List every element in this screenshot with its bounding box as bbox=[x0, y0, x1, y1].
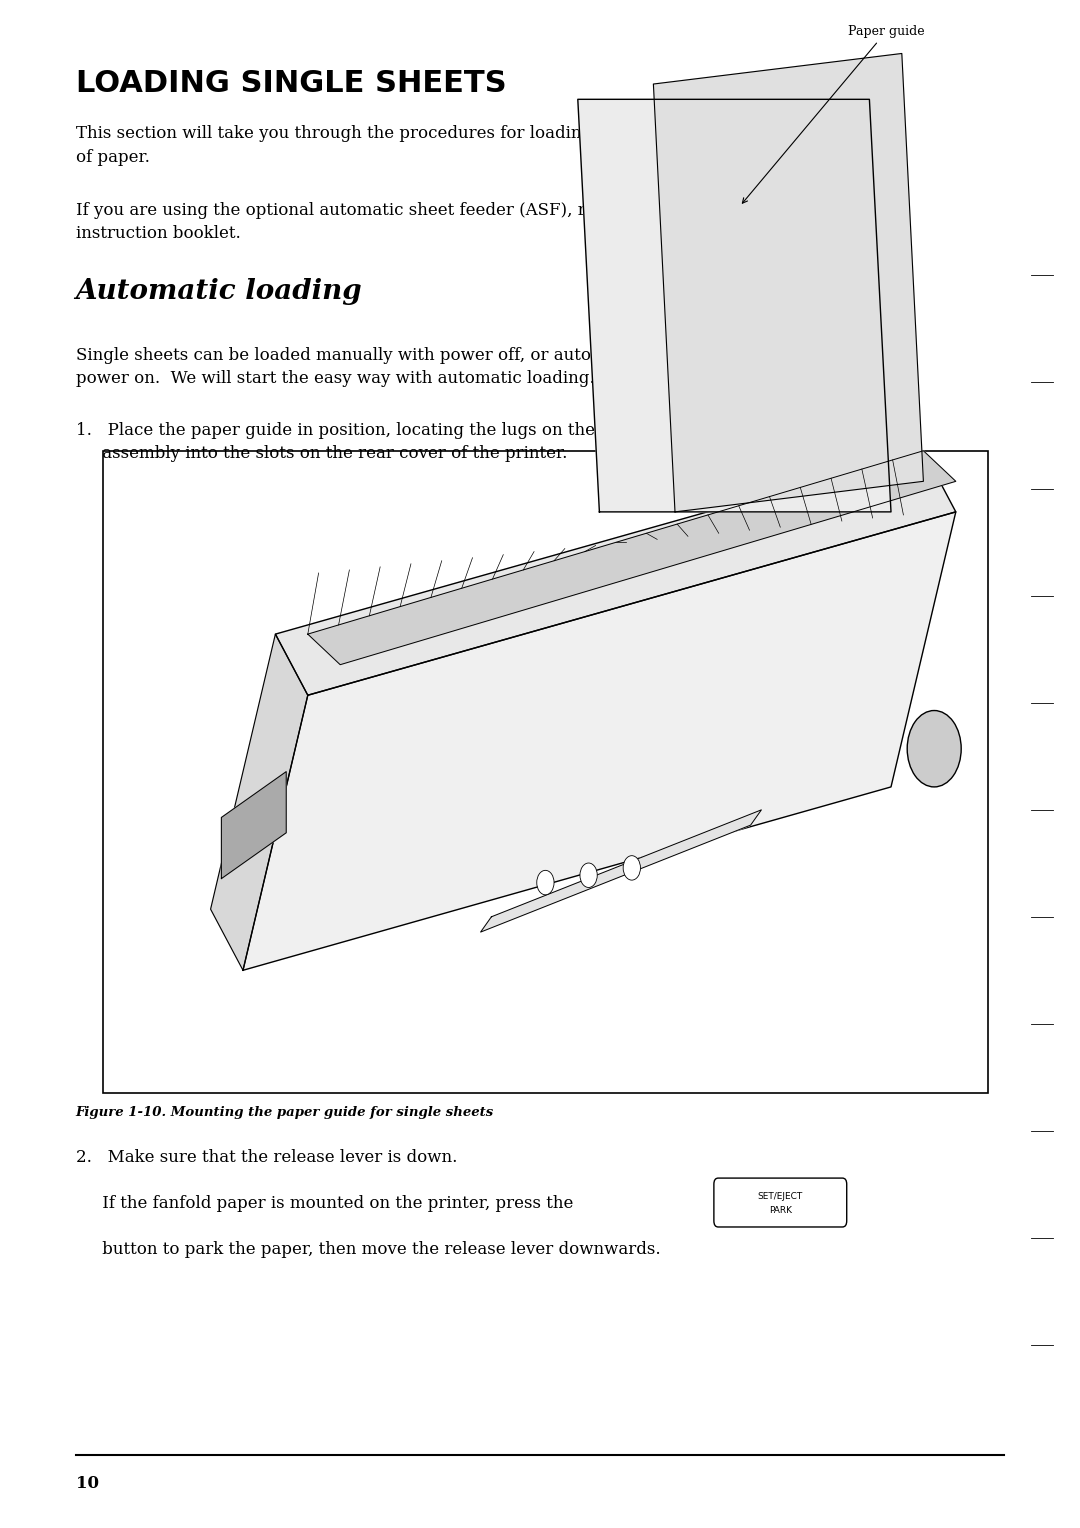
Text: Paper guide: Paper guide bbox=[742, 24, 924, 203]
Polygon shape bbox=[275, 451, 956, 695]
Bar bbox=[103, 451, 988, 1093]
FancyBboxPatch shape bbox=[714, 1178, 847, 1227]
Polygon shape bbox=[481, 810, 761, 932]
Polygon shape bbox=[308, 451, 956, 665]
Text: Automatic loading: Automatic loading bbox=[76, 278, 362, 306]
Text: PARK: PARK bbox=[769, 1206, 792, 1215]
Circle shape bbox=[623, 856, 640, 880]
Polygon shape bbox=[221, 772, 286, 879]
Text: button to park the paper, then move the release lever downwards.: button to park the paper, then move the … bbox=[76, 1241, 660, 1258]
Text: 10: 10 bbox=[76, 1475, 98, 1491]
Text: This section will take you through the procedures for loading single sheets
of p: This section will take you through the p… bbox=[76, 125, 706, 167]
Text: 1.   Place the paper guide in position, locating the lugs on the bottom of the
 : 1. Place the paper guide in position, lo… bbox=[76, 422, 714, 463]
Polygon shape bbox=[653, 53, 923, 512]
Text: Figure 1-10. Mounting the paper guide for single sheets: Figure 1-10. Mounting the paper guide fo… bbox=[76, 1106, 494, 1120]
Circle shape bbox=[907, 711, 961, 787]
Polygon shape bbox=[578, 99, 891, 512]
Polygon shape bbox=[211, 634, 308, 970]
Text: If the fanfold paper is mounted on the printer, press the: If the fanfold paper is mounted on the p… bbox=[76, 1195, 573, 1212]
Text: SET/EJECT: SET/EJECT bbox=[758, 1192, 802, 1201]
Circle shape bbox=[580, 863, 597, 888]
Text: LOADING SINGLE SHEETS: LOADING SINGLE SHEETS bbox=[76, 69, 507, 98]
Polygon shape bbox=[243, 512, 956, 970]
Text: Single sheets can be loaded manually with power off, or automatically with
power: Single sheets can be loaded manually wit… bbox=[76, 347, 710, 388]
Text: 2.   Make sure that the release lever is down.: 2. Make sure that the release lever is d… bbox=[76, 1149, 457, 1166]
Text: If you are using the optional automatic sheet feeder (ASF), read the ASF
instruc: If you are using the optional automatic … bbox=[76, 202, 688, 243]
Circle shape bbox=[537, 871, 554, 895]
